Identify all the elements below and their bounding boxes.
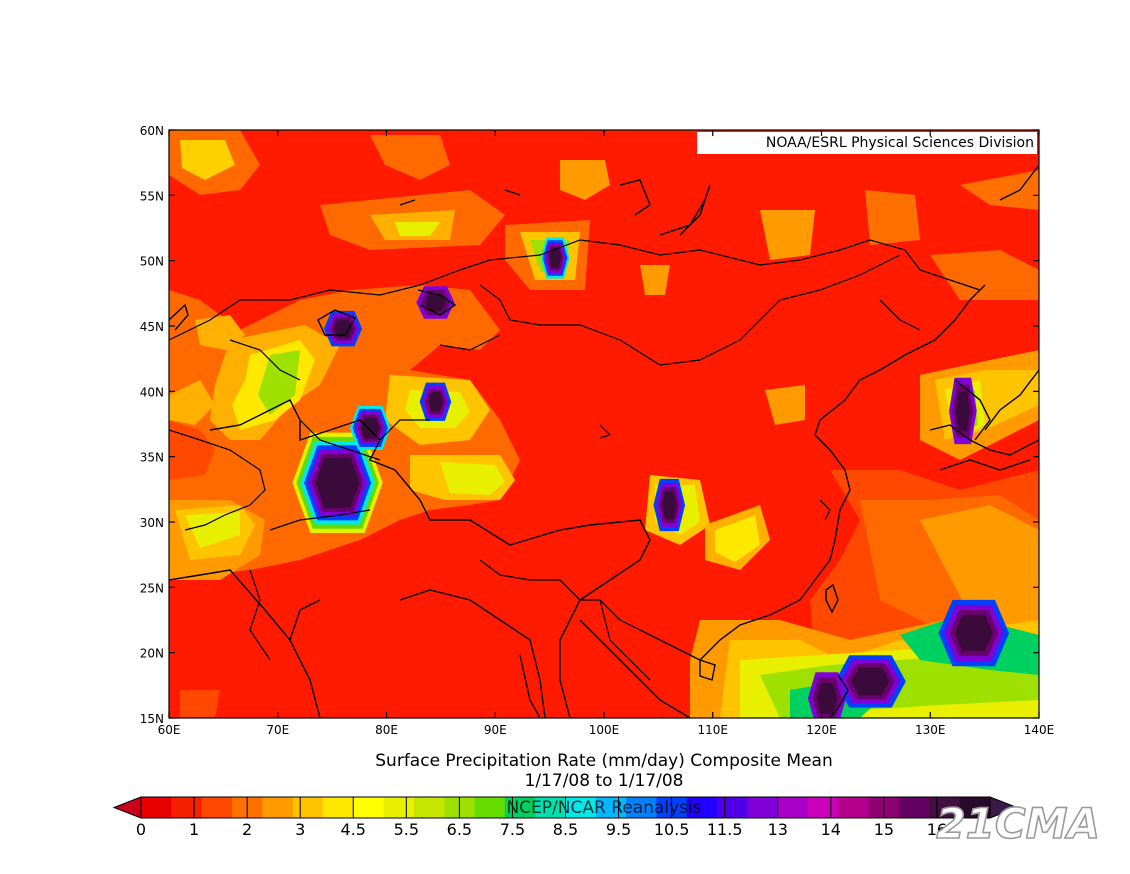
colorbar-label: 14: [821, 820, 841, 839]
map-date-range: 1/17/08 to 1/17/08: [525, 771, 684, 791]
lat-label: 45N: [140, 320, 164, 334]
lon-label: 110E: [698, 723, 729, 737]
colorbar-swatch: [808, 797, 839, 818]
source-label: NCEP/NCAR Reanalysis: [506, 798, 701, 818]
colorbar-swatch: [535, 797, 566, 818]
colorbar-label: 9.5: [606, 820, 631, 839]
orange-zones: [169, 130, 1039, 718]
precip-cell-ring: [955, 391, 970, 431]
colorbar-label: 16: [927, 820, 947, 839]
precip-cell-ring: [425, 293, 446, 312]
colorbar-swatch: [292, 797, 324, 818]
map-title: Surface Precipitation Rate (mm/day) Comp…: [375, 751, 832, 771]
watermark-logo: 21CMA: [936, 799, 1100, 848]
colorbar-swatch: [353, 797, 385, 818]
colorbar-swatch: [717, 797, 748, 818]
precip-cell-ring: [954, 615, 993, 652]
colorbar-swatch: [626, 797, 657, 818]
colorbar-label: 1: [189, 820, 199, 839]
precip-cell-ring: [851, 667, 890, 696]
colorbar-swatch: [171, 797, 203, 818]
colorbar-swatch: [413, 797, 445, 818]
precip-cell-ring: [360, 417, 380, 439]
colorbar-label: 6.5: [447, 820, 472, 839]
credit-text: NOAA/ESRL Physical Sciences Division: [766, 135, 1034, 151]
country-borders: [169, 239, 981, 681]
lat-label: 50N: [140, 255, 164, 269]
colorbar-swatch: [201, 797, 233, 818]
lon-label: 70E: [266, 723, 289, 737]
colorbar-label: 10.5: [654, 820, 690, 839]
lat-label: 30N: [140, 516, 164, 530]
precip-cell-ring: [549, 248, 562, 268]
colorbar-swatch: [141, 797, 172, 818]
colorbar-swatch: [686, 797, 718, 818]
lat-label: 40N: [140, 385, 164, 399]
colorbar-label: 15: [874, 820, 894, 839]
colorbar-swatch: [322, 797, 354, 818]
precip-cell-ring: [428, 392, 443, 412]
lat-label: 55N: [140, 189, 164, 203]
colorbar-swatch: [899, 797, 930, 818]
colorbar: 0 1 2 3 4.5 5.5 6.5 7.5 8.5 9.5 10.5 11.5 13 14 15 16: [112, 796, 1019, 839]
lat-label: 20N: [140, 647, 164, 661]
colorbar-left-arrow: [112, 796, 142, 819]
lat-label: 35N: [140, 451, 164, 465]
colorbar-label: 5.5: [394, 820, 419, 839]
colorbar-label: 7.5: [500, 820, 525, 839]
lon-label: 130E: [915, 723, 946, 737]
colorbar-label: 11.5: [707, 820, 743, 839]
lon-label: 90E: [484, 723, 507, 737]
lon-label: 140E: [1024, 723, 1055, 737]
lat-label: 60N: [140, 124, 164, 138]
lat-label: 25N: [140, 581, 164, 595]
colorbar-label: 8.5: [553, 820, 578, 839]
precip-cell-ring: [816, 683, 838, 714]
colorbar-swatch: [474, 797, 506, 818]
colorbar-label: 0: [136, 820, 146, 839]
colorbar-label: 13: [768, 820, 788, 839]
colorbar-swatch: [383, 797, 415, 818]
credit-box: NOAA/ESRL Physical Sciences Division: [697, 132, 1037, 154]
precipitation-cells: [292, 237, 1010, 718]
colorbar-swatch: [838, 797, 870, 818]
precip-cell-ring: [333, 319, 353, 338]
colorbar-swatch: [262, 797, 294, 818]
lon-label: 60E: [158, 723, 181, 737]
colorbar-swatch: [777, 797, 809, 818]
precip-cell-ring: [315, 457, 360, 508]
colorbar-label: 2: [242, 820, 252, 839]
lon-label: 80E: [375, 723, 398, 737]
colorbar-swatch: [565, 797, 597, 818]
axes: 60E 70E 80E 90E 100E 110E 120E 130E 140E 15N 20N 25…: [140, 124, 1055, 737]
colorbar-label: 3: [295, 820, 305, 839]
colorbar-swatch: [747, 797, 779, 818]
colorbar-swatch: [959, 797, 991, 818]
precipitation-field: [169, 130, 1039, 718]
lat-label: 15N: [140, 712, 164, 726]
colorbar-label: 4.5: [341, 820, 366, 839]
lon-label: 120E: [806, 723, 837, 737]
precip-cell-ring: [661, 491, 677, 519]
lon-label: 100E: [589, 723, 620, 737]
